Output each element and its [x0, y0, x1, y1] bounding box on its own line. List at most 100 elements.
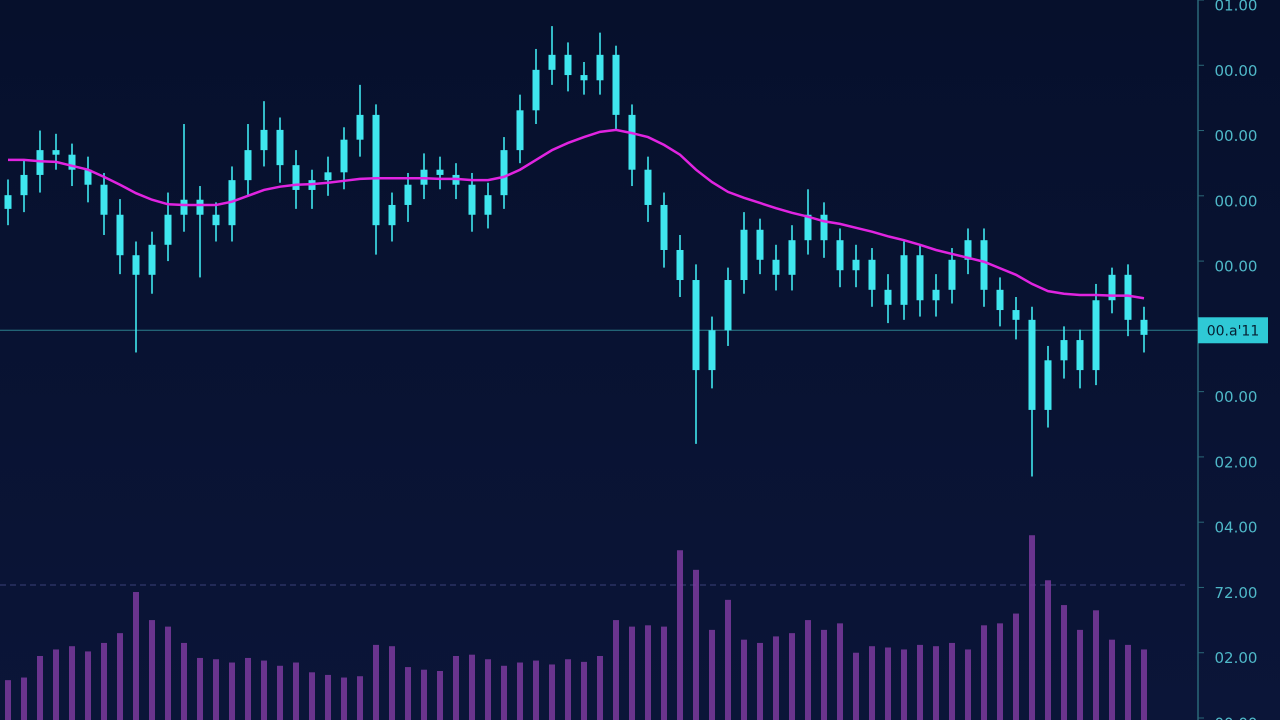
candle-body — [900, 255, 908, 305]
volume-bar — [533, 660, 539, 720]
volume-bar — [469, 654, 475, 720]
volume-bar — [5, 680, 11, 720]
candle-body — [996, 289, 1004, 311]
candle-body — [340, 139, 348, 173]
volume-bar — [597, 655, 603, 720]
y-tick-label: 01.00 — [1215, 0, 1258, 15]
volume-bar — [517, 662, 523, 720]
candle-body — [68, 154, 76, 170]
candle-body — [84, 169, 92, 185]
y-tick-label: 72.00 — [1215, 584, 1258, 602]
volume-bar — [309, 672, 315, 720]
candle-body — [1140, 319, 1148, 335]
candle-body — [580, 75, 588, 81]
volume-bar — [437, 671, 443, 720]
volume-bar — [709, 629, 715, 720]
y-tick-label: 04.00 — [1215, 519, 1258, 537]
candle-body — [180, 199, 188, 215]
volume-bar — [1045, 580, 1051, 720]
volume-bar — [661, 626, 667, 720]
y-tick-label: 00.00 — [1215, 62, 1258, 80]
volume-bar — [581, 661, 587, 720]
candle-body — [756, 229, 764, 260]
volume-bar — [1125, 644, 1131, 720]
y-tick-label: 00.00 — [1215, 127, 1258, 145]
candle-body — [836, 240, 844, 271]
volume-bar — [1141, 649, 1147, 720]
candle-body — [324, 172, 332, 181]
volume-bar — [421, 669, 427, 720]
candle-body — [980, 240, 988, 290]
volume-bar — [933, 646, 939, 720]
candle-body — [804, 214, 812, 241]
candle-body — [404, 184, 412, 205]
volume-bar — [245, 657, 251, 720]
volume-bar — [837, 623, 843, 720]
price-tag-box — [1198, 317, 1268, 344]
volume-bar — [373, 644, 379, 720]
candle-body — [132, 255, 140, 275]
volume-bar — [261, 660, 267, 720]
volume-bar — [1109, 639, 1115, 720]
candle-body — [100, 184, 108, 215]
candle-body — [20, 174, 28, 196]
candle-body — [36, 150, 44, 175]
candle-body — [164, 214, 172, 245]
volume-bar — [117, 633, 123, 720]
volume-bar — [293, 662, 299, 720]
candle-body — [356, 114, 364, 140]
candle-body — [1108, 274, 1116, 301]
y-tick-label: 02.00 — [1215, 453, 1258, 471]
candle-body — [564, 54, 572, 76]
volume-bar — [693, 569, 699, 720]
volume-bar — [69, 646, 75, 720]
candle-body — [708, 330, 716, 371]
candle-body — [724, 280, 732, 331]
candle-body — [884, 289, 892, 305]
volume-bar — [229, 662, 235, 720]
volume-bar — [869, 646, 875, 720]
volume-bar — [949, 642, 955, 720]
candle-body — [52, 150, 60, 155]
candle-body — [276, 129, 284, 166]
volume-bar — [549, 664, 555, 720]
candle-body — [1124, 274, 1132, 320]
volume-bar — [101, 642, 107, 720]
volume-bar — [1029, 535, 1035, 720]
volume-bar — [325, 674, 331, 720]
volume-bar — [37, 655, 43, 720]
volume-bar — [485, 659, 491, 720]
y-tick-label: 02.00 — [1215, 649, 1258, 667]
volume-bar — [1013, 613, 1019, 720]
candle-body — [676, 249, 684, 281]
volume-bar — [821, 629, 827, 720]
volume-bar — [181, 642, 187, 720]
candle-body — [916, 255, 924, 301]
candle-body — [964, 240, 972, 260]
y-tick-label: 00.00 — [1215, 715, 1258, 720]
volume-bar — [757, 642, 763, 720]
moving-average — [8, 128, 1145, 300]
candle-body — [196, 199, 204, 215]
candle-body — [388, 204, 396, 226]
candle-body — [468, 184, 476, 215]
candle-body — [1076, 340, 1084, 371]
volume-bar — [917, 644, 923, 720]
candle-body — [532, 69, 540, 111]
candle-body — [1044, 360, 1052, 410]
volume-bar — [629, 626, 635, 720]
volume-bar — [501, 665, 507, 720]
volume-bar — [389, 646, 395, 720]
candle-body — [548, 54, 556, 70]
volume-bar — [901, 649, 907, 720]
candle-body — [740, 229, 748, 281]
volume-bar — [725, 599, 731, 720]
volume-bar — [133, 592, 139, 720]
candle-body — [820, 214, 828, 241]
candle-body — [212, 214, 220, 226]
candle-body — [596, 54, 604, 81]
price-tag-label: 00.a'11 — [1207, 323, 1260, 339]
